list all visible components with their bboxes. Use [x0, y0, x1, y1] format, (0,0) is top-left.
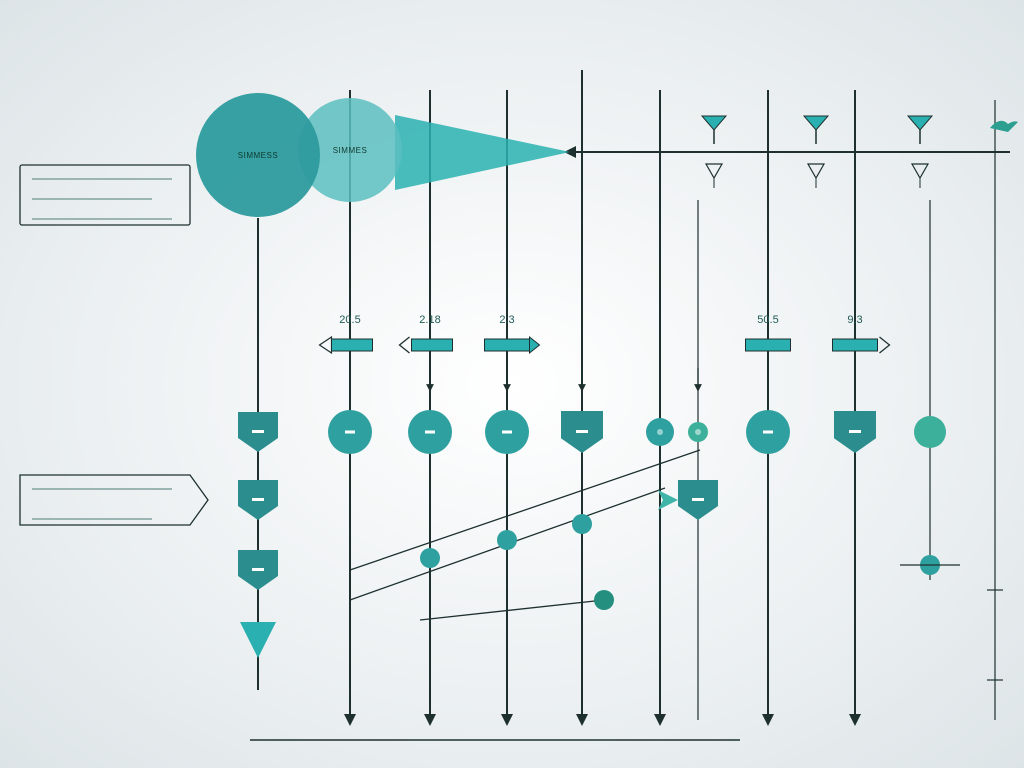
lane-label: 2.3 [499, 314, 514, 326]
arrow-bar [746, 339, 791, 351]
connection-dot [594, 590, 614, 610]
big-triangle [395, 115, 570, 190]
circle-node [914, 416, 946, 448]
cross-line [420, 600, 604, 620]
lane-label: 9.3 [847, 314, 862, 326]
martini-marker [702, 116, 726, 130]
open-triangle-marker [706, 164, 722, 178]
arrow-bar [485, 339, 530, 351]
arrow-bar [833, 339, 878, 351]
connection-dot [497, 530, 517, 550]
header-circle-label: SIMMESS [238, 151, 278, 160]
lane-label: 50.5 [757, 314, 778, 326]
arrow-bar [412, 339, 453, 351]
cross-line [350, 450, 700, 570]
open-triangle-marker [808, 164, 824, 178]
connection-dot [572, 514, 592, 534]
lane-label: 20.5 [339, 314, 360, 326]
callout-box [20, 475, 208, 525]
connection-dot [420, 548, 440, 568]
lane-label: 2.18 [419, 314, 440, 326]
callout-box [20, 165, 190, 225]
big-down-arrow [240, 622, 276, 658]
diagram-canvas: SIMMES SIMMESS 20.5 2.18 2.3 50.5 9.3 [0, 0, 1024, 768]
bird-marker [990, 121, 1018, 132]
open-triangle-marker [912, 164, 928, 178]
martini-marker [804, 116, 828, 130]
header-circle-label: SIMMES [333, 146, 368, 155]
arrow-bar [332, 339, 373, 351]
martini-marker [908, 116, 932, 130]
